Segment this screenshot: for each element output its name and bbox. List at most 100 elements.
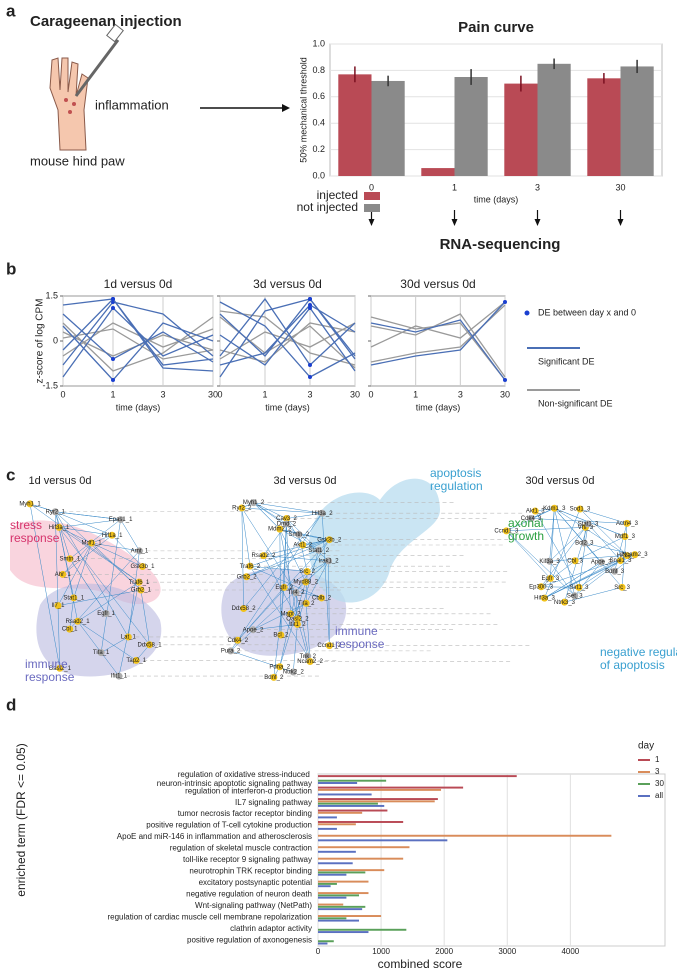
legend-label: DE between day x and 0 <box>538 307 636 317</box>
x-tick-label: 0 <box>316 947 321 956</box>
edge <box>263 539 330 556</box>
line <box>62 301 214 366</box>
node-label: Smtn_2 <box>288 532 309 538</box>
edge <box>574 536 626 561</box>
bar <box>318 931 369 934</box>
chart-title: Pain curve <box>458 19 534 36</box>
edge <box>249 565 322 599</box>
node-label: Ifit1_1 <box>111 674 128 680</box>
y-axis-label: z-score of log CPM <box>35 298 46 383</box>
node <box>623 519 631 527</box>
y-tick-label: regulation of cardiac muscle cell membra… <box>107 912 312 921</box>
x-tick-label: 3 <box>160 389 165 399</box>
edge <box>77 621 137 661</box>
edge <box>293 624 298 673</box>
node <box>249 626 257 634</box>
y-tick-label: 0.8 <box>312 65 325 75</box>
node <box>531 507 539 515</box>
panel-letter: b <box>6 259 16 278</box>
node-label: Ifit1_2 <box>289 622 306 628</box>
node <box>325 536 333 544</box>
y-tick-label: Wnt-signaling pathway (NetPath) <box>195 901 312 910</box>
x-tick-label: 3000 <box>498 947 516 956</box>
node <box>292 589 300 597</box>
plot-area <box>62 295 214 387</box>
y-tick-label: 0 <box>53 335 58 345</box>
node <box>597 558 605 566</box>
node-label: Ncam2_3 <box>622 552 648 558</box>
node <box>108 531 116 539</box>
edge <box>58 527 92 544</box>
edges <box>29 502 635 678</box>
edge <box>279 528 319 551</box>
x-axis-label: time (days) <box>474 194 519 204</box>
node-label: Myh1_2 <box>243 500 265 506</box>
group-title: 3d versus 0d <box>274 475 337 487</box>
bar <box>318 786 464 789</box>
bar <box>318 802 378 805</box>
edge <box>263 555 329 562</box>
edge <box>544 555 628 599</box>
edge <box>321 513 330 646</box>
panel-letter: c <box>6 465 15 484</box>
edge <box>59 527 113 536</box>
node <box>66 555 74 563</box>
bar <box>318 779 387 782</box>
legend-label: injected <box>317 188 358 202</box>
y-tick-label: 1.0 <box>312 38 325 48</box>
x-tick-label: 1 <box>262 389 267 399</box>
bar <box>318 850 356 853</box>
y-tick-label: toll-like receptor 9 signaling pathway <box>183 855 312 864</box>
node-label: Oasl2_1 <box>49 666 72 672</box>
de-point <box>111 357 115 361</box>
node <box>238 504 246 512</box>
node-label: Sod1_3 <box>570 507 591 513</box>
y-tick-label: negative regulation of neuron death <box>186 890 312 899</box>
edge <box>246 550 319 577</box>
x-tick-label: 3 <box>535 182 540 192</box>
edge <box>120 519 140 551</box>
node-label: Cbl_3 <box>567 558 583 564</box>
node-label: Smtn_1 <box>60 556 81 562</box>
edge <box>73 542 92 598</box>
edge <box>544 560 621 599</box>
edge <box>29 503 61 669</box>
x-tick-label: 2000 <box>435 947 453 956</box>
node <box>135 578 143 586</box>
node <box>315 546 323 554</box>
node-label: Hif1a_3 <box>617 553 638 559</box>
node-label: Epas1_1 <box>109 517 133 523</box>
node-label: Cbl_1 <box>62 627 78 633</box>
node <box>276 663 284 671</box>
node-label: Stat1_1 <box>63 595 84 601</box>
x-tick-label: 1 <box>110 389 115 399</box>
edge <box>549 554 635 562</box>
node <box>59 570 67 578</box>
node-label: Pura_2 <box>221 648 241 654</box>
edge <box>29 503 140 583</box>
y-tick-label: 0.6 <box>312 91 325 101</box>
node <box>580 539 588 547</box>
node <box>243 573 251 581</box>
node <box>289 668 297 676</box>
node <box>66 625 74 633</box>
node-label: Stat1_3 <box>578 521 599 527</box>
edge <box>286 523 291 614</box>
bar <box>318 804 385 807</box>
node-label: Actn4_3 <box>616 521 639 527</box>
node <box>575 583 583 591</box>
edge <box>578 523 589 588</box>
node <box>287 610 295 618</box>
node <box>546 574 554 582</box>
edge <box>55 511 121 520</box>
edge <box>579 508 628 556</box>
bar <box>318 894 360 897</box>
edge <box>249 566 308 657</box>
node-label: Apoe_2 <box>243 627 264 633</box>
node-label: Mdm2_2 <box>268 527 292 533</box>
line <box>62 307 214 378</box>
edge <box>549 527 586 562</box>
line <box>370 319 506 381</box>
node-label: Grb2_1 <box>131 588 152 594</box>
bar <box>318 862 353 865</box>
